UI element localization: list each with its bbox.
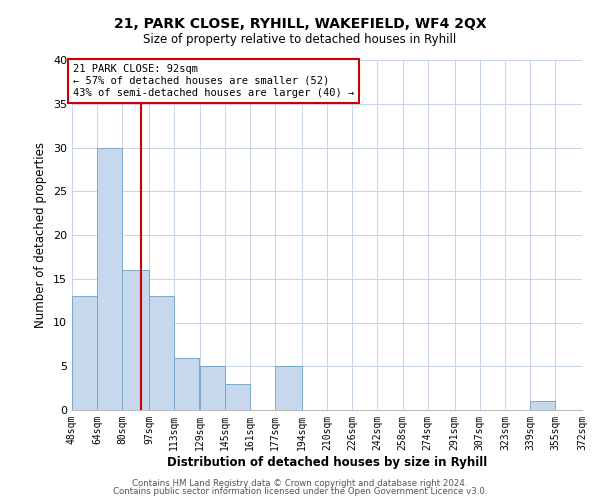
Bar	[97, 148, 122, 410]
Text: Size of property relative to detached houses in Ryhill: Size of property relative to detached ho…	[143, 32, 457, 46]
X-axis label: Distribution of detached houses by size in Ryhill: Distribution of detached houses by size …	[167, 456, 487, 468]
Bar	[199, 366, 224, 410]
Bar	[530, 401, 555, 410]
Text: 21 PARK CLOSE: 92sqm
← 57% of detached houses are smaller (52)
43% of semi-detac: 21 PARK CLOSE: 92sqm ← 57% of detached h…	[73, 64, 354, 98]
Bar	[275, 366, 302, 410]
Bar	[72, 296, 97, 410]
Bar	[149, 296, 175, 410]
Bar	[175, 358, 199, 410]
Text: Contains public sector information licensed under the Open Government Licence v3: Contains public sector information licen…	[113, 487, 487, 496]
Y-axis label: Number of detached properties: Number of detached properties	[34, 142, 47, 328]
Bar	[224, 384, 250, 410]
Text: Contains HM Land Registry data © Crown copyright and database right 2024.: Contains HM Land Registry data © Crown c…	[132, 478, 468, 488]
Text: 21, PARK CLOSE, RYHILL, WAKEFIELD, WF4 2QX: 21, PARK CLOSE, RYHILL, WAKEFIELD, WF4 2…	[113, 18, 487, 32]
Bar	[122, 270, 149, 410]
